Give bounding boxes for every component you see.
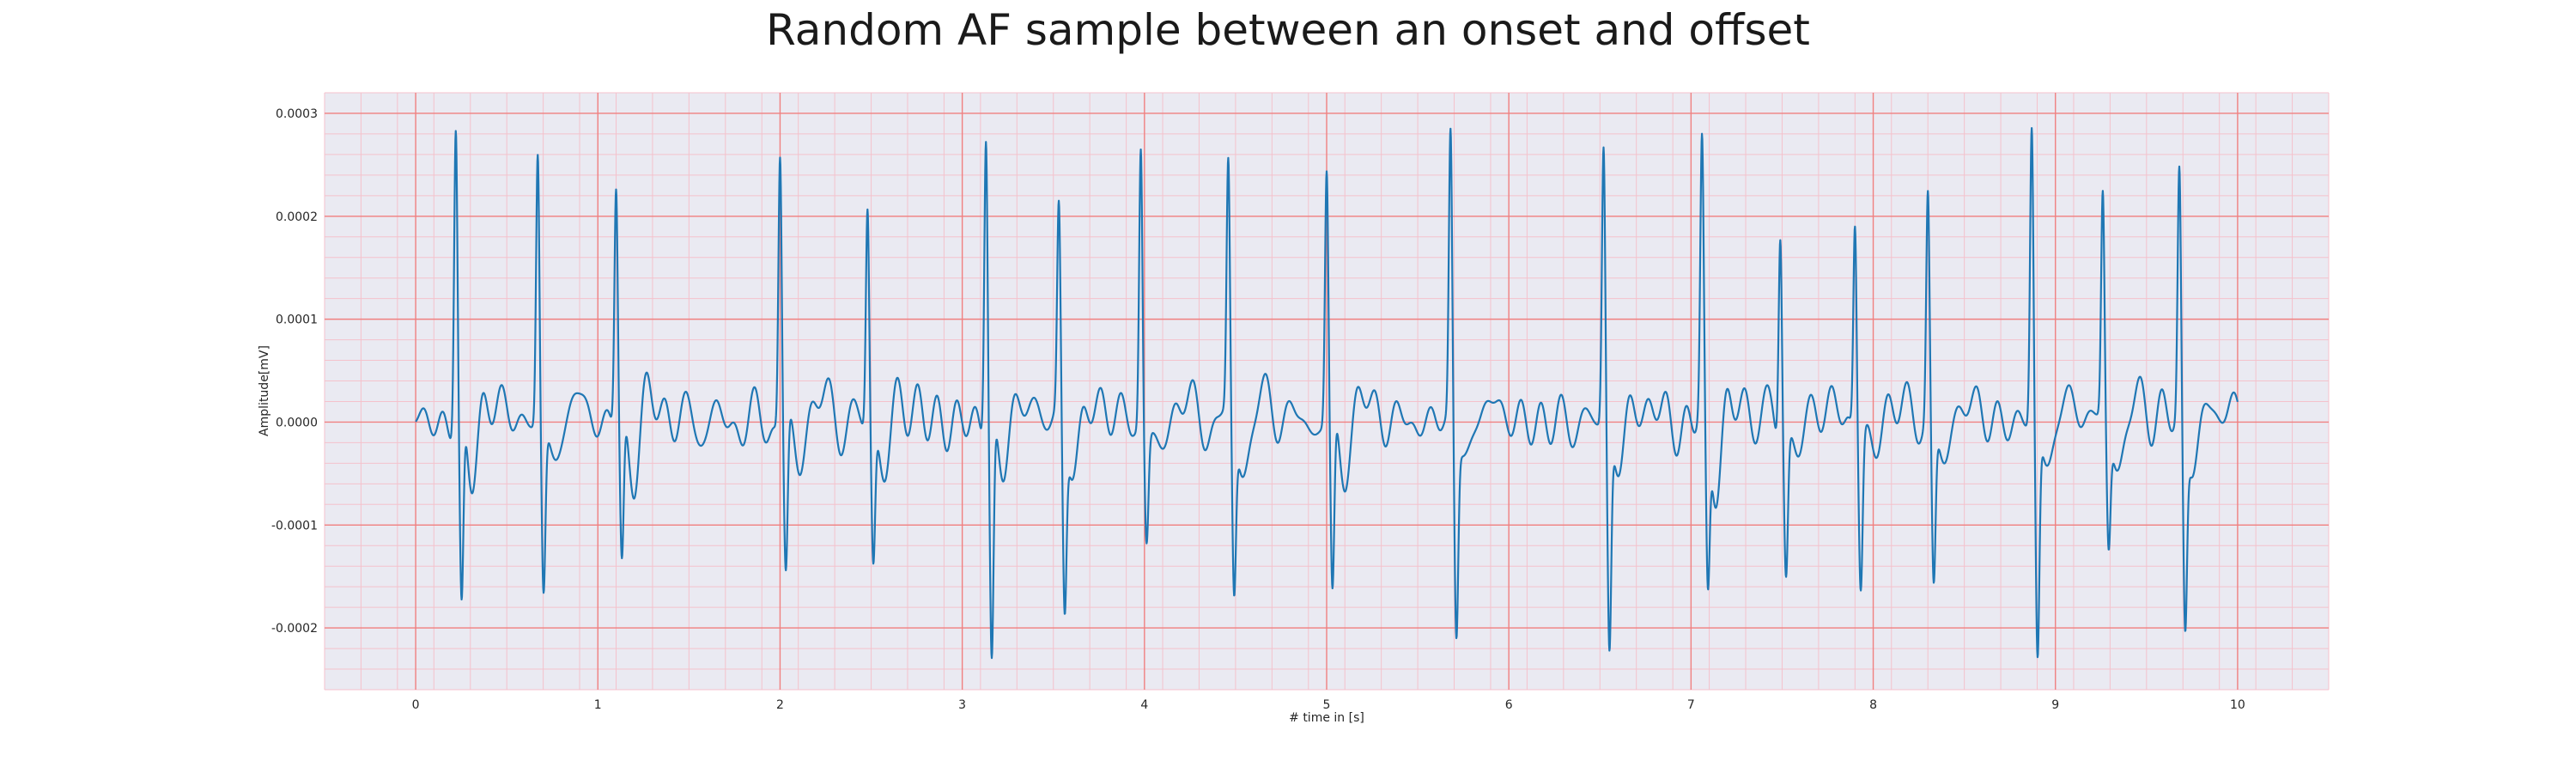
x-tick-label: 10 <box>2230 698 2245 712</box>
x-tick-label: 6 <box>1505 698 1513 712</box>
y-tick-label: -0.0001 <box>271 519 318 533</box>
x-tick-label: 8 <box>1869 698 1877 712</box>
x-tick-label: 9 <box>2051 698 2059 712</box>
x-tick-label: 2 <box>776 698 784 712</box>
chart-title: Random AF sample between an onset and of… <box>766 5 1810 55</box>
y-tick-label: 0.0000 <box>276 416 318 429</box>
x-tick-label: 1 <box>594 698 602 712</box>
x-tick-label: 4 <box>1140 698 1148 712</box>
x-tick-labels: 0 1 2 3 4 5 6 7 8 9 10 <box>412 698 2245 712</box>
x-tick-label: 3 <box>958 698 966 712</box>
y-tick-label: -0.0002 <box>271 622 318 636</box>
x-tick-label: 5 <box>1323 698 1331 712</box>
y-tick-label: 0.0001 <box>276 313 318 327</box>
x-tick-label: 0 <box>412 698 420 712</box>
y-axis-label: Amplitude[mV] <box>258 345 271 436</box>
y-tick-label: 0.0003 <box>276 107 318 121</box>
major-grid <box>325 93 2329 690</box>
x-tick-label: 7 <box>1687 698 1695 712</box>
x-axis-label: # time in [s] <box>1289 711 1364 725</box>
y-tick-label: 0.0002 <box>276 210 318 224</box>
series-line <box>415 126 2239 660</box>
y-tick-labels: -0.0002 -0.0001 0.0000 0.0001 0.0002 0.0003 <box>271 107 318 636</box>
